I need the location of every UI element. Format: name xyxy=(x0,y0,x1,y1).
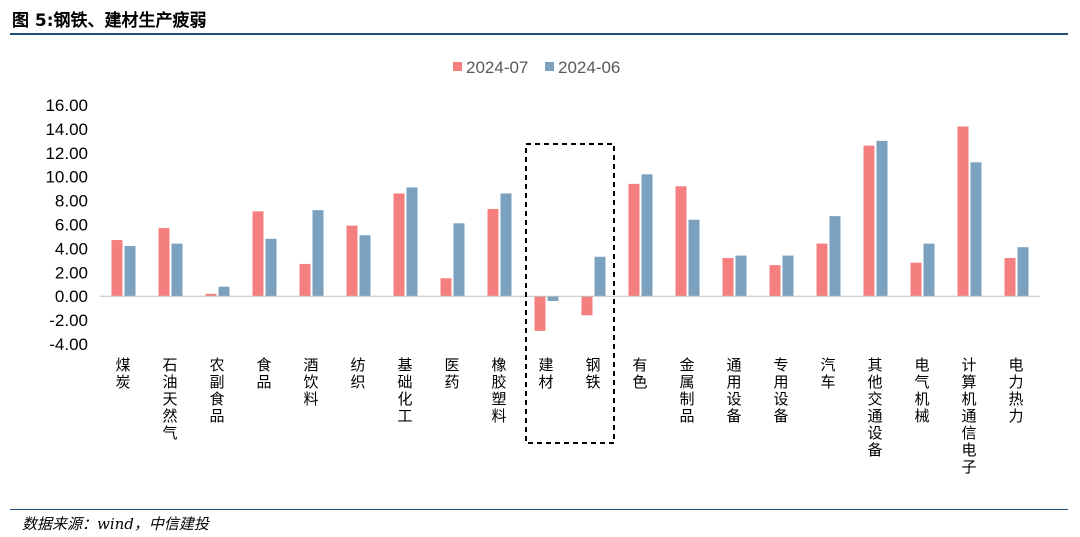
x-category-label: 其他交通设备 xyxy=(868,356,883,459)
legend-label: 2024-07 xyxy=(466,58,528,77)
y-tick-label: -4.00 xyxy=(49,335,88,354)
y-tick-label: 10.00 xyxy=(45,168,88,187)
bar-series2 xyxy=(641,174,653,297)
bar-series2 xyxy=(124,246,136,297)
bar-series1 xyxy=(957,126,969,297)
x-category-label: 酒饮料 xyxy=(304,356,319,408)
bar-series2 xyxy=(265,238,277,297)
bar-series1 xyxy=(534,296,546,331)
bar-series2 xyxy=(876,140,888,297)
bar-series1 xyxy=(581,296,593,316)
y-tick-label: 8.00 xyxy=(55,192,88,211)
y-axis: 16.00 14.00 12.00 10.00 8.00 6.00 4.00 2.00 0.00… xyxy=(45,96,88,354)
x-category-label: 食品 xyxy=(257,356,272,391)
bar-series2 xyxy=(218,286,230,297)
bar-series1 xyxy=(1004,257,1016,297)
y-tick-label: 6.00 xyxy=(55,216,88,235)
bar-series1 xyxy=(675,186,687,297)
bar-chart: 2024-07 2024-06 16.00 14.00 12.00 10.00 8.00 6… xyxy=(45,58,1040,476)
x-category-label: 农副食品 xyxy=(210,356,225,425)
y-tick-label: 0.00 xyxy=(55,287,88,306)
x-category-label: 计算机通信电子 xyxy=(962,356,977,476)
legend: 2024-07 2024-06 xyxy=(453,58,620,77)
bar-series2 xyxy=(735,255,747,297)
y-tick-label: 12.00 xyxy=(45,144,88,163)
bar-series2 xyxy=(970,162,982,297)
bar-series2 xyxy=(782,255,794,297)
bar-series2 xyxy=(923,243,935,297)
x-category-label: 通用设备 xyxy=(727,356,742,425)
source-note: 数据来源：wind，中信建投 xyxy=(22,515,209,533)
bar-series2 xyxy=(171,243,183,297)
x-category-label: 纺织 xyxy=(351,356,366,391)
bar-series1 xyxy=(863,145,875,297)
x-category-label: 专用设备 xyxy=(774,356,789,425)
bar-series1 xyxy=(628,183,640,297)
legend-swatch xyxy=(453,62,462,71)
y-tick-label: 14.00 xyxy=(45,120,88,139)
x-category-label: 医药 xyxy=(445,356,460,391)
figure-title: 图 5:钢铁、建材生产疲弱 xyxy=(12,11,207,31)
bar-series1 xyxy=(722,257,734,297)
bottom-rule xyxy=(10,509,1068,510)
bars xyxy=(111,126,1029,331)
bar-series1 xyxy=(158,228,170,297)
y-tick-label: 2.00 xyxy=(55,263,88,282)
bar-series1 xyxy=(393,193,405,297)
y-tick-label: 4.00 xyxy=(55,239,88,258)
bar-series1 xyxy=(346,225,358,297)
x-category-label: 煤炭 xyxy=(116,356,131,391)
bar-series1 xyxy=(111,240,123,297)
x-category-label: 石油天然气 xyxy=(163,356,178,442)
bar-series1 xyxy=(816,243,828,297)
bar-series2 xyxy=(500,193,512,297)
x-category-label: 电力热力 xyxy=(1009,356,1024,425)
bar-series1 xyxy=(252,211,264,297)
x-category-label: 电气机械 xyxy=(915,356,930,425)
y-tick-label: -2.00 xyxy=(49,311,88,330)
bar-series1 xyxy=(205,293,217,297)
x-category-label: 有色 xyxy=(633,356,648,391)
bar-series1 xyxy=(299,263,311,297)
bar-series1 xyxy=(487,208,499,297)
bar-series2 xyxy=(453,223,465,297)
top-rule xyxy=(10,33,1068,35)
x-category-label: 钢铁 xyxy=(586,356,601,391)
bar-series2 xyxy=(312,210,324,297)
highlight-box xyxy=(525,143,615,444)
bar-series2 xyxy=(359,235,371,297)
bar-series2 xyxy=(547,296,559,301)
x-category-label: 建材 xyxy=(539,356,554,391)
x-category-label: 汽车 xyxy=(821,356,836,391)
bar-series2 xyxy=(688,219,700,297)
y-tick-label: 16.00 xyxy=(45,96,88,115)
bar-series1 xyxy=(440,278,452,297)
x-category-label: 橡胶塑料 xyxy=(492,356,507,425)
legend-label: 2024-06 xyxy=(558,58,620,77)
bar-series2 xyxy=(594,256,606,297)
bar-series2 xyxy=(406,187,418,297)
bar-series1 xyxy=(910,262,922,297)
bar-series1 xyxy=(769,265,781,297)
x-category-label: 金属制品 xyxy=(680,356,695,425)
bar-series2 xyxy=(829,216,841,297)
bar-series2 xyxy=(1017,247,1029,297)
x-category-label: 基础化工 xyxy=(398,356,413,425)
legend-swatch xyxy=(545,62,554,71)
